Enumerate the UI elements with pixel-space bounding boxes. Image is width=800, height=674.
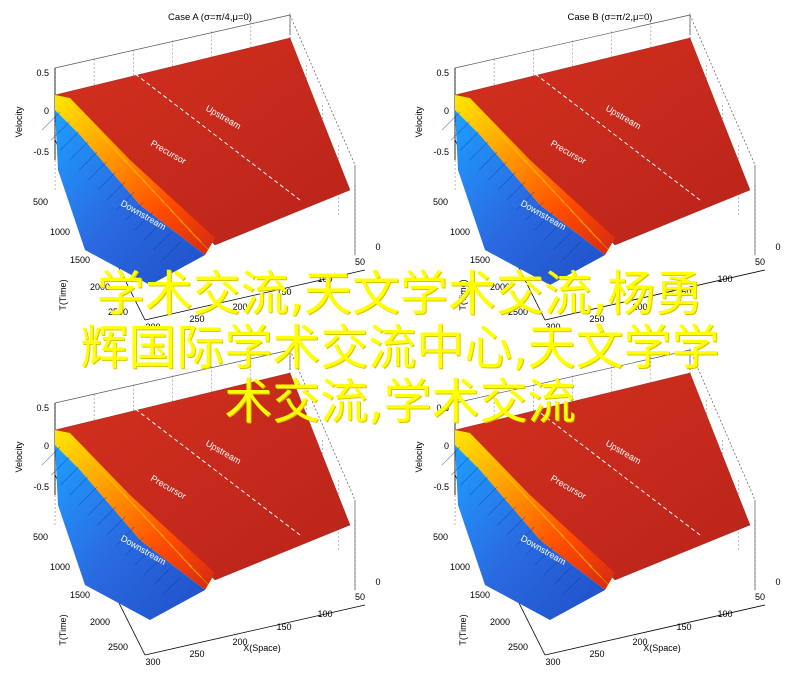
x-tick-label: 0: [775, 242, 780, 252]
y-tick-label: 2500: [508, 307, 528, 317]
x-tick-label: 100: [317, 274, 332, 284]
axis-label-time: T(Time): [458, 279, 468, 310]
z-tick-label: -0.5: [433, 147, 449, 157]
x-tick-label: 50: [355, 592, 365, 602]
y-tick-label: 500: [433, 532, 448, 542]
downstream-trough: [455, 445, 605, 620]
x-tick-label: 0: [375, 242, 380, 252]
surface: [41, 37, 351, 285]
surface: [441, 372, 751, 620]
surface-panel-4: UpstreamPrecursorDownstreamVelocity0.50-…: [414, 348, 781, 667]
y-tick-label: 2000: [90, 282, 110, 292]
x-tick-label: 150: [676, 287, 691, 297]
x-tick-label: 250: [589, 314, 604, 324]
surface-panel-3: UpstreamPrecursorDownstreamVelocity0.50-…: [14, 348, 381, 667]
y-tick-label: 2000: [490, 282, 510, 292]
z-tick-label: -0.5: [33, 147, 49, 157]
x-tick-label: 250: [189, 649, 204, 659]
x-tick-label: 300: [545, 657, 560, 667]
y-tick-label: 2500: [508, 642, 528, 652]
downstream-trough: [55, 445, 205, 620]
y-tick-label: 1500: [470, 590, 490, 600]
z-tick-label: 0: [444, 441, 449, 451]
x-tick-label: 300: [545, 322, 560, 332]
axis-label-velocity: Velocity: [414, 106, 424, 138]
chart-title: Case B (σ=π/2,μ=0): [568, 12, 653, 23]
y-tick-label: 1500: [70, 590, 90, 600]
x-tick-label: 50: [355, 257, 365, 267]
x-tick-label: 250: [589, 649, 604, 659]
y-tick-label: 2500: [108, 307, 128, 317]
x-tick-label: 100: [717, 274, 732, 284]
z-tick-label: 0: [444, 106, 449, 116]
z-tick-label: 0.5: [36, 68, 49, 78]
x-tick-label: 0: [775, 577, 780, 587]
y-tick-label: 1000: [450, 227, 470, 237]
x-tick-label: 50: [755, 592, 765, 602]
downstream-trough: [455, 110, 605, 285]
y-tick-label: 500: [433, 197, 448, 207]
overlay-text-line-3: 术交流,学术交流: [224, 374, 576, 430]
x-tick-label: 200: [632, 302, 647, 312]
x-tick-label: 50: [755, 257, 765, 267]
x-tick-label: 200: [232, 302, 247, 312]
x-tick-label: 150: [276, 287, 291, 297]
z-tick-label: -0.5: [33, 482, 49, 492]
x-tick-label: 100: [717, 609, 732, 619]
axis-label-space: X(Space): [243, 643, 281, 653]
chart-title: Case A (σ=π/4,μ=0): [168, 12, 252, 23]
x-tick-label: 250: [189, 314, 204, 324]
axis-label-time: T(Time): [58, 279, 68, 310]
z-tick-label: -0.5: [433, 482, 449, 492]
z-tick-label: 0: [44, 441, 49, 451]
x-tick-label: 150: [676, 622, 691, 632]
y-tick-label: 1500: [70, 255, 90, 265]
overlay-text-line-2: 辉国际学术交流中心,天文学学: [80, 320, 720, 376]
z-tick-label: 0.5: [436, 68, 449, 78]
axis-label-velocity: Velocity: [414, 441, 424, 473]
overlay-text-line-1: 学术交流,天文学术交流,杨勇: [96, 266, 704, 322]
y-tick-label: 500: [33, 197, 48, 207]
y-tick-label: 1000: [50, 227, 70, 237]
x-tick-label: 100: [317, 609, 332, 619]
downstream-trough: [55, 110, 205, 285]
x-tick-label: 300: [145, 322, 160, 332]
x-tick-label: 200: [232, 637, 247, 647]
z-tick-label: 0.5: [436, 403, 449, 413]
surface: [41, 372, 351, 620]
axis-label-space: X(Space): [643, 643, 681, 653]
y-tick-label: 2500: [108, 642, 128, 652]
x-tick-label: 200: [632, 637, 647, 647]
axis-label-velocity: Velocity: [14, 106, 24, 138]
axis-label-time: T(Time): [58, 614, 68, 645]
y-tick-label: 2000: [490, 617, 510, 627]
y-tick-label: 500: [33, 532, 48, 542]
z-tick-label: 0.5: [36, 403, 49, 413]
x-tick-label: 150: [276, 622, 291, 632]
surface: [441, 37, 751, 285]
axis-label-time: T(Time): [458, 614, 468, 645]
x-tick-label: 0: [375, 577, 380, 587]
y-tick-label: 1000: [450, 562, 470, 572]
x-tick-label: 300: [145, 657, 160, 667]
y-tick-label: 1000: [50, 562, 70, 572]
y-tick-label: 1500: [470, 255, 490, 265]
y-tick-label: 2000: [90, 617, 110, 627]
axis-label-velocity: Velocity: [14, 441, 24, 473]
z-tick-label: 0: [44, 106, 49, 116]
